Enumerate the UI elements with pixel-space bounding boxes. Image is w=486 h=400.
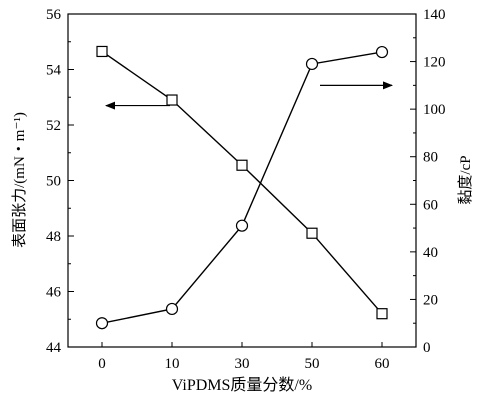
left-y-tick-label: 46 — [46, 285, 62, 301]
left-y-tick-label: 56 — [46, 7, 62, 23]
left-y-tick-label: 54 — [46, 63, 62, 79]
right-y-tick-label: 40 — [423, 245, 438, 261]
right-y-axis-ticks: 0 20 40 60 80 100 120 140 — [410, 7, 446, 356]
left-y-tick-label: 44 — [46, 340, 62, 356]
x-tick-label: 10 — [165, 356, 180, 372]
x-tick-label: 60 — [375, 356, 390, 372]
left-y-axis-label: 表面张力/(mN・m⁻¹) — [11, 112, 28, 248]
right-y-tick-label: 60 — [423, 197, 438, 213]
series-2-circle-point — [305, 57, 319, 71]
right-y-axis-label: 黏度/cP — [457, 155, 474, 204]
series-layer — [95, 45, 389, 330]
series-2-circle-point — [165, 302, 179, 316]
x-tick-label: 30 — [235, 356, 250, 372]
series-1-square-point — [376, 308, 388, 320]
series-1-line — [101, 50, 383, 315]
right-y-tick-label: 140 — [423, 7, 446, 23]
right-y-tick-label: 100 — [423, 102, 446, 118]
series-1-square-point — [236, 159, 248, 171]
x-tick-label: 0 — [98, 356, 106, 372]
series-1-square-point — [96, 45, 108, 58]
left-y-tick-label: 50 — [46, 174, 61, 190]
right-y-tick-label: 120 — [423, 55, 446, 71]
x-tick-label: 50 — [305, 356, 320, 372]
left-y-axis-ticks: 44 46 48 50 52 54 56 — [46, 7, 74, 356]
series-2-circle-point — [375, 45, 389, 59]
series-2-circle-point — [95, 317, 109, 330]
series-2-line — [101, 51, 383, 324]
x-axis-ticks: 0 10 30 50 60 — [98, 342, 390, 372]
right-y-tick-label: 20 — [423, 292, 438, 308]
x-axis-label: ViPDMS质量分数/% — [172, 376, 312, 394]
right-y-tick-label: 80 — [423, 150, 438, 166]
annotation-arrows — [105, 81, 393, 110]
series-1-square-point — [166, 94, 178, 106]
series-1-square-point — [306, 227, 318, 239]
left-y-tick-label: 52 — [46, 118, 61, 134]
right-y-tick-label: 0 — [423, 340, 431, 356]
series-2-circle-point — [235, 219, 249, 232]
left-y-tick-label: 48 — [46, 229, 61, 245]
